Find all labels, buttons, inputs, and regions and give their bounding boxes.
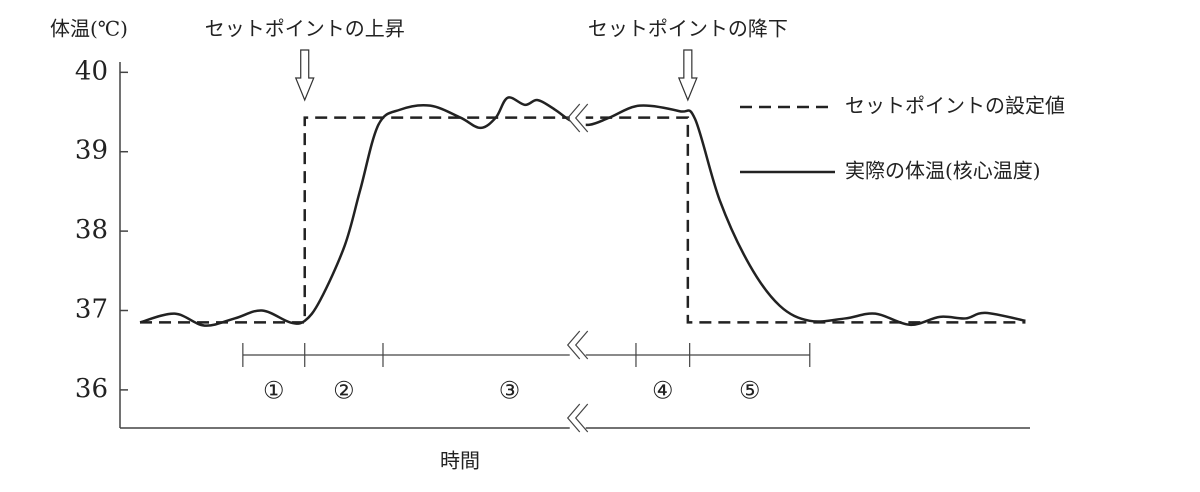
axis-break (566, 403, 581, 433)
x-axis-label: 時間 (440, 449, 480, 473)
axis-break (566, 330, 581, 360)
axis-break-gap (569, 404, 586, 432)
annotation: セットポイントの降下 (588, 17, 788, 41)
axis-break (574, 403, 589, 433)
axis-break-gap (569, 331, 586, 359)
legend-label: セットポイントの設定値 (845, 94, 1065, 118)
annotation-arrow (677, 49, 698, 102)
series-line (139, 96, 1026, 327)
phase-label: ④ (652, 377, 674, 405)
y-tick-label: 36 (75, 374, 108, 404)
axis-break (574, 330, 589, 360)
axis-break (574, 103, 589, 133)
annotation-arrow (294, 49, 315, 102)
y-tick-label: 37 (75, 294, 108, 324)
legend-label: 実際の体温(核心温度) (845, 159, 1041, 183)
y-tick-label: 40 (75, 56, 108, 86)
annotation: セットポイントの上昇 (205, 17, 405, 41)
y-tick-label: 39 (75, 136, 108, 166)
phase-label: ① (263, 377, 285, 405)
phase-label: ② (333, 377, 355, 405)
axis-break (566, 103, 581, 133)
y-axis-label: 体温(℃) (50, 17, 128, 41)
phase-label: ⑤ (739, 377, 761, 405)
y-tick-label: 38 (75, 215, 108, 245)
phase-label: ③ (499, 377, 521, 405)
series-line (140, 116, 1026, 324)
axis-break-gap (569, 104, 586, 132)
